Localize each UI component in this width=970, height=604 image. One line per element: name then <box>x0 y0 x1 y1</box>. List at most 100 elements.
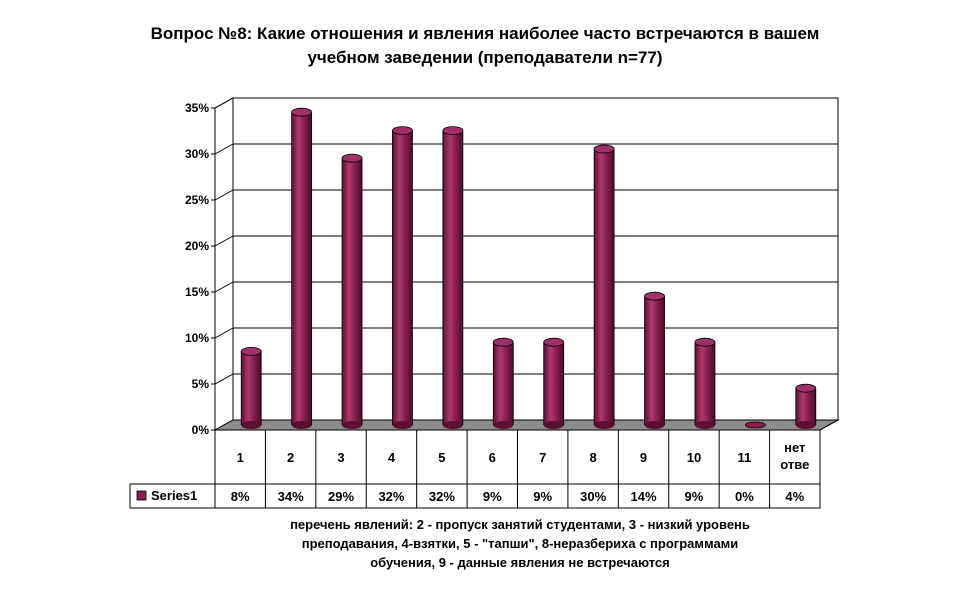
x-tick-label: 9 <box>640 450 647 465</box>
x-tick-label: 4 <box>388 450 396 465</box>
data-label: 32% <box>378 489 404 504</box>
bar <box>593 144 615 429</box>
bar <box>240 346 262 429</box>
gridline-side <box>214 373 234 385</box>
chart-title: Вопрос №8: Какие отношения и явления наи… <box>80 22 890 70</box>
bar-base <box>644 421 665 429</box>
bar-body <box>241 351 262 425</box>
y-tick-label: 0% <box>192 423 210 437</box>
chart-title-line-1: Вопрос №8: Какие отношения и явления наи… <box>150 24 820 43</box>
bar <box>392 126 413 429</box>
bar <box>795 383 817 429</box>
bar-top <box>492 337 514 347</box>
x-tick-label: 1 <box>237 450 244 465</box>
bar-base <box>694 421 715 429</box>
bars <box>240 107 817 429</box>
bar-base <box>241 421 262 429</box>
bar <box>442 126 464 429</box>
gridlines <box>214 97 838 385</box>
data-label: 4% <box>785 489 804 504</box>
chart-title-line-2: учебном заведении (преподаватели n=77) <box>307 48 663 67</box>
data-label: 0% <box>735 489 754 504</box>
data-label: 8% <box>231 489 250 504</box>
side-wall <box>214 97 234 431</box>
y-tick-label: 20% <box>185 239 209 253</box>
bar-top <box>593 144 615 154</box>
bar-top <box>392 126 413 136</box>
x-axis-label-line-2: преподавания, 4-взятки, 5 - "тапши", 8-н… <box>301 536 739 551</box>
x-axis-label-line-1: перечень явлений: 2 - пропуск занятий ст… <box>290 517 750 532</box>
x-tick-label: 3 <box>337 450 344 465</box>
bar-body <box>644 296 665 425</box>
data-table: 1 8% 2 34% 3 29% 4 32% 5 32% 6 9% 7 9% 8 30% 9 14% 10 9% 11 0… <box>129 419 839 509</box>
bar-top <box>341 153 363 163</box>
y-tick-label: 30% <box>185 147 209 161</box>
bar-top <box>795 383 817 393</box>
data-label: 9% <box>483 489 502 504</box>
bar-body <box>291 112 312 425</box>
bar <box>644 291 665 429</box>
bar-top <box>543 337 565 347</box>
y-tick-label: 10% <box>185 331 209 345</box>
bar-body <box>795 388 816 425</box>
y-axis-ticks: 0% 5% 10% 15% 20% 25% 30% 35% <box>185 101 215 437</box>
bar-base <box>392 421 413 429</box>
bar-body <box>493 342 514 425</box>
bar-top <box>744 421 766 429</box>
x-tick-label: 10 <box>687 450 701 465</box>
bar-body <box>392 130 413 425</box>
bar <box>341 153 363 429</box>
bar-base <box>442 421 463 429</box>
bar <box>543 337 565 429</box>
data-label: 9% <box>533 489 552 504</box>
bar-top <box>694 337 716 347</box>
bar-base <box>493 421 514 429</box>
data-label: 29% <box>328 489 354 504</box>
data-label: 34% <box>278 489 304 504</box>
x-tick-label: 8 <box>590 450 597 465</box>
bar-top <box>644 291 665 301</box>
gridline-side <box>214 281 234 293</box>
x-tick-label: 5 <box>438 450 445 465</box>
gridline-side <box>214 327 234 339</box>
gridline-side <box>214 235 234 247</box>
data-label: 9% <box>685 489 704 504</box>
bar-body <box>442 130 463 425</box>
bar <box>291 107 313 429</box>
bar-body <box>342 158 363 425</box>
bar <box>492 337 514 429</box>
bar-base <box>594 421 615 429</box>
x-tick-label: отве <box>780 457 809 472</box>
x-tick-label: 7 <box>539 450 546 465</box>
gridline-side <box>214 97 234 109</box>
x-tick-label: 2 <box>287 450 294 465</box>
x-tick-label: нет <box>784 440 805 455</box>
x-axis-label-line-3: обучения, 9 - данные явления не встречаю… <box>370 555 670 570</box>
bar <box>694 337 716 429</box>
y-tick-label: 5% <box>192 377 210 391</box>
data-label: 32% <box>429 489 455 504</box>
data-label: 14% <box>631 489 657 504</box>
bar <box>744 421 766 429</box>
bar-base <box>342 421 363 429</box>
back-wall <box>232 97 839 421</box>
gridline-side <box>214 189 234 201</box>
legend-swatch <box>136 490 147 501</box>
bar-top <box>240 346 262 356</box>
x-tick-label: 6 <box>489 450 496 465</box>
legend-series-name: Series1 <box>151 488 197 503</box>
bar-top <box>291 107 313 117</box>
bar-base <box>543 421 564 429</box>
gridline-side <box>214 143 234 155</box>
legend-cell <box>129 483 216 509</box>
y-tick-label: 25% <box>185 193 209 207</box>
bar-body <box>543 342 564 425</box>
x-tick-label: 11 <box>738 450 752 465</box>
data-label: 30% <box>580 489 606 504</box>
bar-body <box>694 342 715 425</box>
x-axis-label: перечень явлений: 2 - пропуск занятий ст… <box>200 515 840 572</box>
bar-top <box>442 126 464 136</box>
bar-base <box>291 421 312 429</box>
bar-body <box>594 149 615 425</box>
